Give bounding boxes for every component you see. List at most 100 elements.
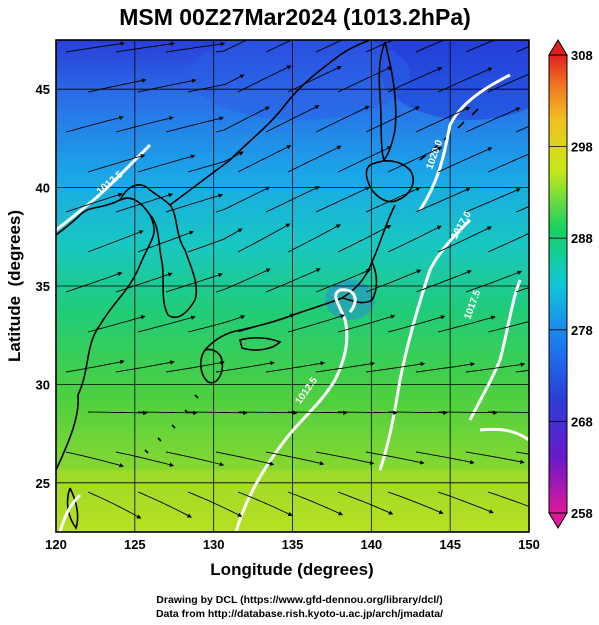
streamline <box>137 78 197 93</box>
colorbar-tick-label: 288 <box>571 231 593 246</box>
streamline <box>265 186 320 213</box>
streamline <box>137 230 194 253</box>
streamline <box>215 40 248 53</box>
streamline <box>437 315 496 333</box>
streamline <box>87 78 147 93</box>
y-axis-label: Latitude (degrees) <box>5 210 24 362</box>
streamline <box>237 65 292 93</box>
streamline <box>365 451 425 465</box>
streamline <box>187 491 243 517</box>
colorbar-tick-label: 298 <box>571 140 593 155</box>
streamline <box>415 106 471 133</box>
colorbar-tick-label: 278 <box>571 323 593 338</box>
streamline <box>87 491 142 519</box>
isobar <box>468 279 522 421</box>
streamline <box>387 67 443 93</box>
streamline <box>87 410 148 416</box>
streamline <box>515 125 529 133</box>
streamline <box>465 451 525 464</box>
streamline <box>365 106 421 133</box>
streamline <box>165 451 225 467</box>
streamline <box>515 206 529 213</box>
streamline <box>87 315 146 333</box>
page-title: MSM 00Z27Mar2024 (1013.2hPa) <box>119 4 471 30</box>
streamline <box>265 361 325 373</box>
streamline <box>487 491 529 508</box>
streamline <box>137 315 196 333</box>
streamline <box>338 410 398 415</box>
streamline <box>387 491 444 515</box>
streamline <box>287 66 342 93</box>
streamline <box>65 359 125 373</box>
streamline <box>465 107 521 133</box>
shikoku-coastline <box>239 337 282 351</box>
streamline <box>215 451 275 466</box>
streamline <box>287 314 346 333</box>
streamline <box>165 360 225 373</box>
streamline <box>65 41 125 53</box>
streamline <box>337 225 392 253</box>
streamline <box>287 145 342 173</box>
wind-streamlines <box>65 40 529 532</box>
isobar <box>56 143 152 232</box>
streamline <box>115 116 174 133</box>
streamline <box>315 268 372 293</box>
cold-region <box>190 40 410 120</box>
streamline <box>315 361 375 373</box>
streamline <box>437 67 493 93</box>
colorbar-bottom-arrow <box>548 512 568 529</box>
streamline <box>115 272 173 293</box>
streamline <box>466 531 467 532</box>
isobar <box>418 73 511 211</box>
streamline <box>137 410 198 416</box>
plot-frame <box>55 39 530 533</box>
streamline <box>165 41 226 53</box>
streamline <box>315 40 344 53</box>
streamline <box>215 268 271 293</box>
streamline <box>465 188 521 213</box>
honshu-coastline <box>204 204 396 351</box>
isobar <box>58 493 82 532</box>
streamline <box>115 193 173 213</box>
streamline <box>487 232 529 253</box>
streamline <box>487 73 529 93</box>
streamline <box>165 116 224 133</box>
isobar <box>234 288 357 532</box>
data-credit: Data from http://database.rish.kyoto-u.a… <box>155 608 444 620</box>
streamline <box>415 187 471 213</box>
streamline <box>287 491 344 516</box>
x-axis-label: Longitude (degrees) <box>210 560 373 579</box>
streamline <box>137 154 196 173</box>
streamline <box>187 74 245 93</box>
y-tick-label: 30 <box>36 377 50 392</box>
streamline <box>515 287 529 293</box>
streamline <box>415 451 475 465</box>
streamline <box>165 193 224 213</box>
streamline <box>387 225 442 253</box>
streamline <box>66 531 67 532</box>
streamline <box>187 151 244 173</box>
streamline <box>415 362 476 373</box>
streamline <box>65 192 123 213</box>
streamline <box>337 314 396 333</box>
streamline <box>187 315 246 333</box>
x-tick-label: 145 <box>439 537 461 552</box>
streamline <box>87 230 144 253</box>
streamline <box>465 270 522 293</box>
streamline <box>315 186 371 213</box>
streamline <box>215 360 275 373</box>
streamline <box>437 226 493 253</box>
streamline <box>215 106 270 133</box>
streamline <box>315 105 370 133</box>
streamline <box>487 153 529 173</box>
streamline <box>265 105 320 133</box>
streamline <box>438 410 498 415</box>
streamline <box>187 410 248 416</box>
colorbar-top-arrow <box>548 39 568 56</box>
russia-coastline <box>169 40 371 206</box>
streamline <box>237 145 292 173</box>
streamline <box>65 271 123 293</box>
y-tick-label: 45 <box>36 82 50 97</box>
streamline <box>115 41 176 53</box>
